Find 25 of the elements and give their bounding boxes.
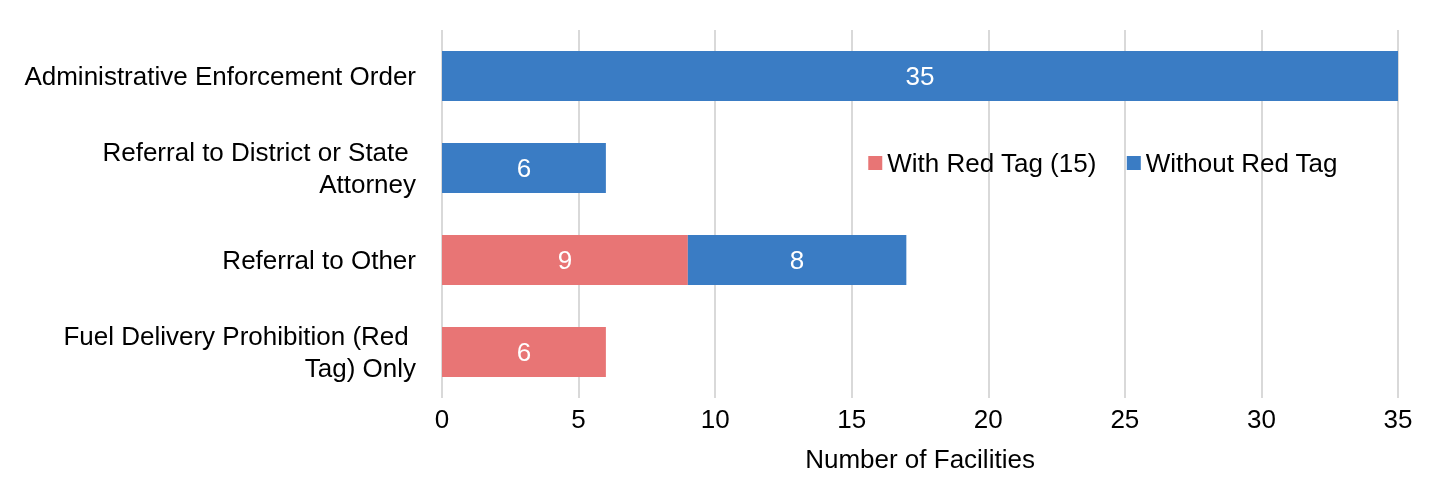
x-tick-label: 10 bbox=[700, 404, 730, 434]
data-label: 8 bbox=[789, 245, 805, 275]
x-tick-label: 25 bbox=[1110, 404, 1140, 434]
data-label: 6 bbox=[516, 337, 532, 367]
y-tick-label: Referral to Other bbox=[222, 245, 417, 275]
bar bbox=[442, 235, 688, 285]
x-tick-label: 15 bbox=[837, 404, 867, 434]
bar bbox=[442, 51, 1398, 101]
bar bbox=[442, 327, 606, 377]
legend-label: With Red Tag (15) bbox=[887, 148, 1097, 178]
bar bbox=[687, 235, 907, 285]
x-tick-label: 20 bbox=[973, 404, 1003, 434]
data-label: 9 bbox=[557, 245, 573, 275]
y-tick-label: Administrative Enforcement Order bbox=[24, 61, 417, 91]
x-tick-label: 0 bbox=[434, 404, 450, 434]
x-tick-label: 35 bbox=[1383, 404, 1413, 434]
y-tick-label: Referral to District or State Attorney bbox=[102, 137, 416, 199]
y-tick-label: Fuel Delivery Prohibition (Red Tag) Only bbox=[63, 321, 416, 383]
bar bbox=[442, 143, 606, 193]
data-label: 6 bbox=[516, 153, 532, 183]
legend-label: Without Red Tag bbox=[1145, 148, 1338, 178]
x-axis-title: Number of Facilities bbox=[805, 444, 1035, 474]
x-tick-label: 30 bbox=[1246, 404, 1276, 434]
data-label: 35 bbox=[905, 61, 935, 91]
x-tick-label: 5 bbox=[571, 404, 586, 434]
